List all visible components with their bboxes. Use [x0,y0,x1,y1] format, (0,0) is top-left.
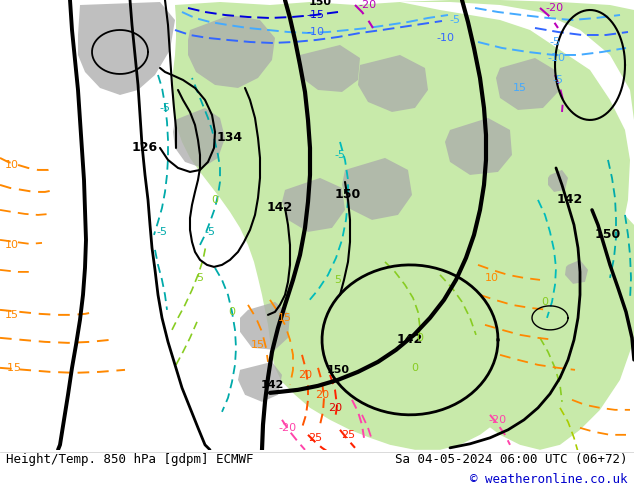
Text: 0: 0 [228,307,235,317]
Text: -5: -5 [160,103,171,113]
Text: 134: 134 [217,131,243,145]
Text: -15: -15 [3,363,21,373]
Polygon shape [565,260,588,284]
Polygon shape [342,158,412,220]
Text: -10: -10 [436,33,454,43]
Text: 10: 10 [5,240,19,250]
Text: 142: 142 [557,194,583,206]
Text: 0: 0 [541,297,548,307]
Polygon shape [298,45,360,92]
Polygon shape [358,55,428,112]
Text: 25: 25 [308,433,322,443]
Text: 15: 15 [251,340,265,350]
Text: -5: -5 [157,227,167,237]
Text: -5: -5 [552,75,564,85]
Text: 0: 0 [411,363,418,373]
Text: 5: 5 [335,275,342,285]
Text: 150: 150 [327,365,349,375]
Text: 150: 150 [309,0,332,7]
Polygon shape [448,200,634,450]
Text: Height/Temp. 850 hPa [gdpm] ECMWF: Height/Temp. 850 hPa [gdpm] ECMWF [6,453,254,466]
Polygon shape [172,2,630,450]
Text: 0: 0 [417,333,424,343]
Text: -5: -5 [205,227,216,237]
Polygon shape [173,108,225,168]
Polygon shape [188,15,275,88]
Polygon shape [548,170,568,192]
Text: -20: -20 [489,415,507,425]
Text: -20: -20 [546,3,564,13]
Text: 15: 15 [5,310,19,320]
Text: -5: -5 [550,37,560,47]
Text: -15: -15 [306,10,324,20]
Polygon shape [282,178,345,232]
Text: -20: -20 [279,423,297,433]
Text: 150: 150 [335,189,361,201]
Polygon shape [445,118,512,175]
Text: 15: 15 [513,83,527,93]
Text: -10: -10 [306,27,324,37]
Text: 5: 5 [197,273,204,283]
Text: 0: 0 [212,195,219,205]
Polygon shape [78,2,175,95]
Text: 10: 10 [5,160,19,170]
Text: -5: -5 [450,15,460,25]
Text: 142: 142 [261,380,283,390]
Text: 142: 142 [267,201,293,215]
Text: 20: 20 [315,390,329,400]
Text: 20: 20 [328,403,342,413]
Text: 150: 150 [595,228,621,242]
Text: © weatheronline.co.uk: © weatheronline.co.uk [470,473,628,487]
Text: -10: -10 [547,53,565,63]
Text: -5: -5 [335,150,346,160]
Text: -20: -20 [359,0,377,10]
Text: Sa 04-05-2024 06:00 UTC (06+72): Sa 04-05-2024 06:00 UTC (06+72) [395,453,628,466]
Text: 10: 10 [485,273,499,283]
Text: 15: 15 [278,313,292,323]
Text: 142: 142 [397,333,423,346]
Text: 20: 20 [298,370,312,380]
Text: 25: 25 [341,430,355,440]
Polygon shape [400,0,634,120]
Polygon shape [496,58,558,110]
Polygon shape [238,362,282,402]
Polygon shape [240,302,290,350]
Text: 126: 126 [132,142,158,154]
